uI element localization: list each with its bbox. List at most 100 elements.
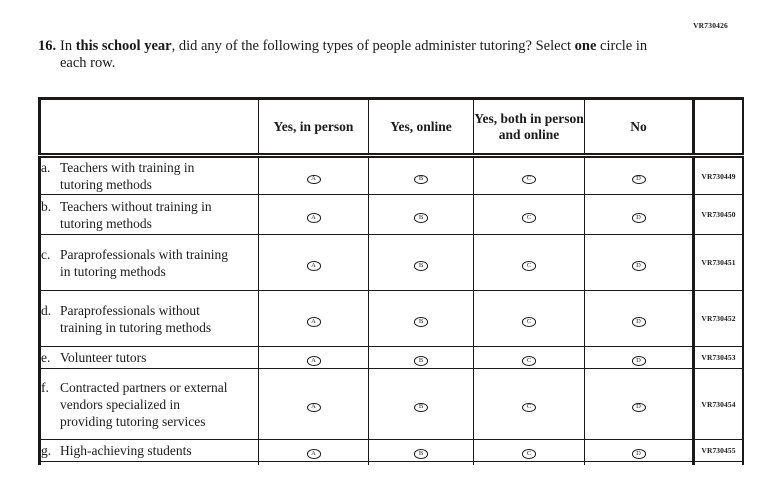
row-label-cell: g. High-achieving students [39,439,259,462]
question-segment: circle in each row. [60,38,648,71]
row-code: VR730452 [692,290,744,347]
row-code: VR730450 [692,194,744,235]
option-bubble-c[interactable]: C [522,402,536,412]
row-item-letter: e. [41,350,51,365]
cutoff-cell [258,461,369,465]
option-bubble-b[interactable]: B [414,402,428,412]
option-bubble-c[interactable]: C [522,317,536,327]
table-cutoff-row [39,461,744,465]
question-segment: this school year [75,38,172,54]
row-label-cell: f. Contracted partners or external vendor… [39,368,259,440]
row-item-letter: b. [41,198,52,214]
option-cell: C [473,346,585,369]
row-label-cell: c. Paraprofessionals with training in tut… [39,234,259,291]
option-cell: B [368,346,474,369]
option-bubble-d[interactable]: D [631,449,646,459]
option-bubble-a[interactable]: A [306,356,321,366]
row-code: VR730453 [692,346,744,369]
tutoring-administer-table: Yes, in person Yes, online Yes, both in pe… [38,97,744,465]
option-cell: C [473,439,585,462]
option-bubble-d[interactable]: D [631,402,646,412]
option-cell: A [258,234,369,291]
row-label: Paraprofessionals with training in tutor… [60,246,228,279]
option-cell: D [584,368,694,440]
option-cell: B [368,439,474,462]
option-cell: D [584,155,694,195]
option-bubble-d[interactable]: D [631,261,646,271]
question-segment: one [574,38,597,54]
row-label-cell: b. Teachers without training in tutoring … [39,194,259,235]
option-bubble-d[interactable]: D [631,317,646,327]
option-cell: D [584,346,694,369]
question-block: 16. In this school year, did any of the … [38,38,678,72]
table-row-f: f. Contracted partners or external vendor… [39,368,744,440]
column-header-blank [39,98,259,158]
table-header: Yes, in person Yes, online Yes, both in pe… [39,98,744,158]
option-bubble-d[interactable]: D [631,174,646,184]
option-cell: D [584,194,694,235]
option-bubble-a[interactable]: A [306,213,321,223]
row-label-cell: e. Volunteer tutors [39,346,259,369]
row-label: Contracted partners or external vendors … [60,379,228,429]
form-code-top-right: VR730426 [693,21,728,30]
column-header-c: Yes, both in person and online [473,98,585,158]
table-row-b: b. Teachers without training in tutoring … [39,194,744,235]
option-cell: C [473,155,585,195]
column-header-d: No [584,98,694,158]
table-row-g: g. High-achieving students A B C D VR730455 [39,439,744,462]
column-header-code-blank [692,98,744,158]
option-cell: A [258,439,369,462]
row-label: Teachers without training in tutoring me… [60,198,212,231]
option-bubble-b[interactable]: B [414,449,428,459]
table-row-a: a. Teachers with training in tutoring met… [39,155,744,195]
option-bubble-b[interactable]: B [414,317,428,327]
option-bubble-c[interactable]: C [522,213,536,223]
option-bubble-a[interactable]: A [306,402,321,412]
option-bubble-d[interactable]: D [631,356,646,366]
tutoring-administer-table-wrapper: Yes, in person Yes, online Yes, both in pe… [38,97,744,465]
option-cell: C [473,368,585,440]
row-code: VR730451 [692,234,744,291]
table-row-d: d. Paraprofessionals without training in … [39,290,744,347]
option-cell: C [473,234,585,291]
option-bubble-c[interactable]: C [522,449,536,459]
option-bubble-a[interactable]: A [306,261,321,271]
row-item-letter: g. [41,443,52,458]
option-cell: D [584,234,694,291]
row-item-letter: a. [41,160,51,175]
option-bubble-c[interactable]: C [522,261,536,271]
option-bubble-a[interactable]: A [306,449,321,459]
column-header-b: Yes, online [368,98,474,158]
option-cell: B [368,194,474,235]
option-cell: B [368,155,474,195]
row-label: Paraprofessionals without training in tu… [60,302,212,335]
option-bubble-b[interactable]: B [414,356,428,366]
option-bubble-c[interactable]: C [522,174,536,184]
option-bubble-b[interactable]: B [414,174,428,184]
row-item-letter: f. [41,379,49,395]
option-bubble-a[interactable]: A [306,174,321,184]
cutoff-cell [39,461,259,465]
question-segment: , did any of the following types of peop… [171,38,575,54]
option-bubble-b[interactable]: B [414,213,428,223]
option-bubble-c[interactable]: C [522,356,536,366]
row-label: Volunteer tutors [60,350,147,365]
option-bubble-a[interactable]: A [306,317,321,327]
column-header-a: Yes, in person [258,98,369,158]
option-bubble-b[interactable]: B [414,261,428,271]
row-item-letter: d. [41,302,52,318]
option-cell: A [258,290,369,347]
row-code: VR730449 [692,155,744,195]
row-label: High-achieving students [60,443,192,458]
option-cell: A [258,155,369,195]
cutoff-cell [584,461,694,465]
cutoff-cell [368,461,474,465]
table-row-c: c. Paraprofessionals with training in tut… [39,234,744,291]
row-label-cell: a. Teachers with training in tutoring met… [39,155,259,195]
question-segment: In [60,38,76,54]
option-cell: C [473,194,585,235]
row-label: Teachers with training in tutoring metho… [60,160,195,192]
question-number: 16. [38,38,57,54]
option-bubble-d[interactable]: D [631,213,646,223]
